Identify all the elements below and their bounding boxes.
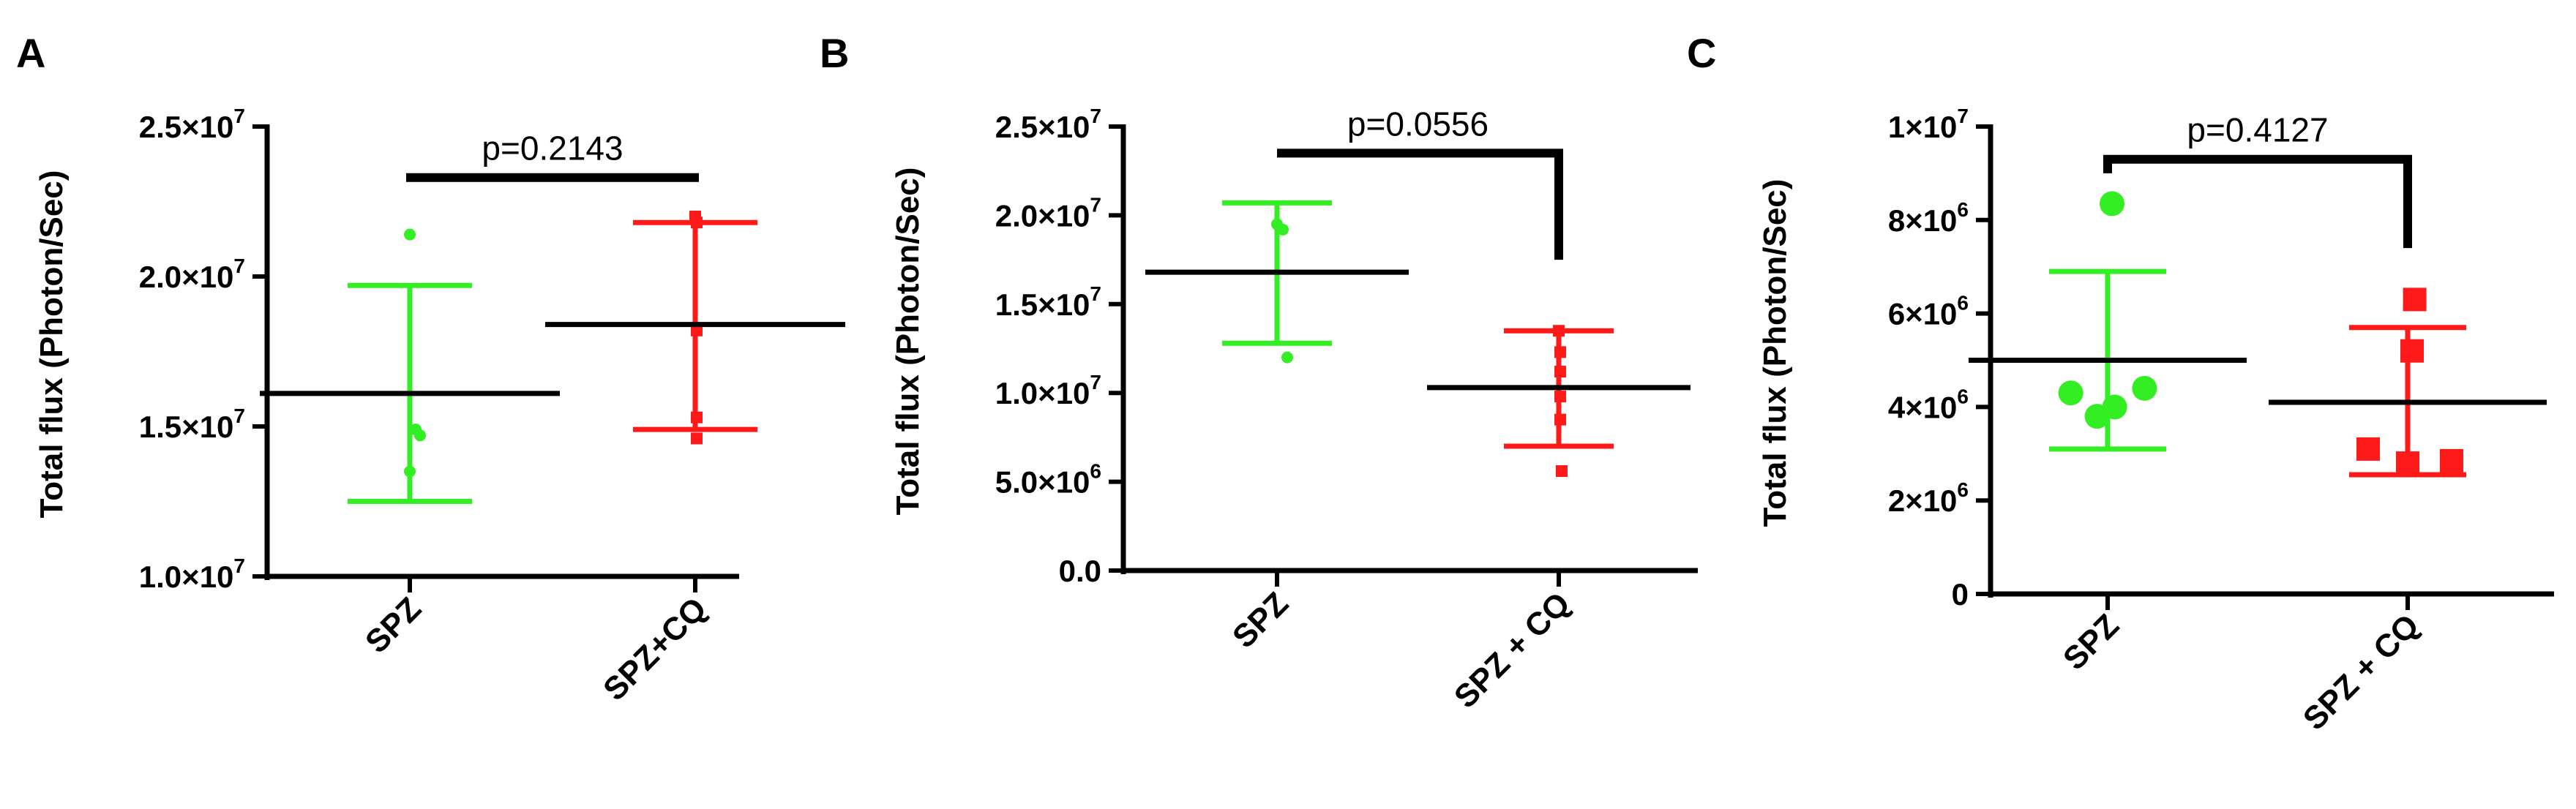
- y-tick-label: 2.0×107: [995, 193, 1101, 233]
- y-tick-label: 1×107: [1888, 105, 1969, 144]
- x-category-label: SPZ: [359, 590, 428, 660]
- data-point: [1554, 391, 1566, 403]
- y-tick-label: 1.0×107: [139, 554, 245, 594]
- data-point: [2403, 287, 2427, 312]
- p-value-label: p=0.0556: [1347, 105, 1489, 143]
- y-tick-label: 1.5×107: [995, 282, 1101, 322]
- data-point: [2396, 451, 2419, 475]
- significance-bracket: [2103, 154, 2412, 249]
- data-point: [691, 411, 703, 424]
- y-tick-label: 5.0×106: [995, 460, 1101, 500]
- data-point: [2084, 404, 2110, 429]
- data-point: [2400, 339, 2424, 363]
- data-point: [404, 228, 416, 241]
- data-point: [1554, 346, 1566, 358]
- y-tick-label: 6×106: [1888, 292, 1969, 331]
- y-tick-label: 0: [1952, 577, 1969, 612]
- x-category-label: SPZ+CQ: [596, 590, 714, 707]
- data-point: [414, 429, 426, 442]
- data-point: [1554, 366, 1566, 378]
- significance-bracket: [1277, 148, 1563, 260]
- data-point: [691, 217, 703, 229]
- data-point: [2356, 437, 2380, 461]
- panel-letter: B: [820, 30, 849, 76]
- y-tick-label: 8×106: [1888, 198, 1969, 238]
- data-point: [1281, 351, 1293, 364]
- panel-b: B 0.0 5.0×106 1.0×107 1.5×107 2.0×107 2.5×107 T…: [820, 30, 1698, 715]
- y-tick-label: 1.0×107: [995, 371, 1101, 410]
- panel-c: C 0 2×106 4×106 6×106 8×106 1×107 Total flux (P…: [1687, 30, 2554, 737]
- data-point: [1553, 325, 1565, 337]
- data-point: [2132, 375, 2157, 401]
- panel-a: A 1.0×107 1.5×107 2.0×107 2.5×107 Total flux …: [16, 30, 845, 707]
- y-tick-label: 4×106: [1888, 385, 1969, 424]
- panel-letter: C: [1687, 30, 1716, 76]
- data-point: [1556, 465, 1568, 478]
- p-value-label: p=0.2143: [482, 129, 623, 168]
- data-point: [2100, 191, 2124, 217]
- y-axis-title: Total flux (Photon/Sec): [1757, 179, 1793, 527]
- y-axis-title: Total flux (Photon/Sec): [34, 170, 70, 519]
- y-axis-title: Total flux (Photon/Sec): [890, 168, 926, 516]
- y-tick-label: 2.5×107: [995, 105, 1101, 144]
- panel-letter: A: [16, 30, 45, 76]
- y-tick-label: 1.5×107: [139, 404, 245, 444]
- p-value-label: p=0.4127: [2187, 111, 2328, 149]
- data-point: [1277, 223, 1289, 236]
- x-category-label: SPZ + CQ: [2296, 607, 2426, 737]
- y-tick-label: 2.0×107: [139, 255, 245, 294]
- y-tick-label: 0.0: [1059, 554, 1101, 588]
- data-point: [2058, 380, 2083, 406]
- data-point: [1554, 413, 1566, 426]
- data-point: [2440, 448, 2463, 473]
- x-category-label: SPZ + CQ: [1448, 585, 1577, 715]
- data-point: [691, 432, 703, 445]
- data-point: [404, 465, 416, 478]
- x-category-label: SPZ: [2056, 607, 2126, 677]
- y-tick-label: 2.5×107: [139, 105, 245, 144]
- x-category-label: SPZ: [1226, 585, 1295, 655]
- data-point: [691, 324, 703, 336]
- y-tick-label: 2×106: [1888, 478, 1969, 518]
